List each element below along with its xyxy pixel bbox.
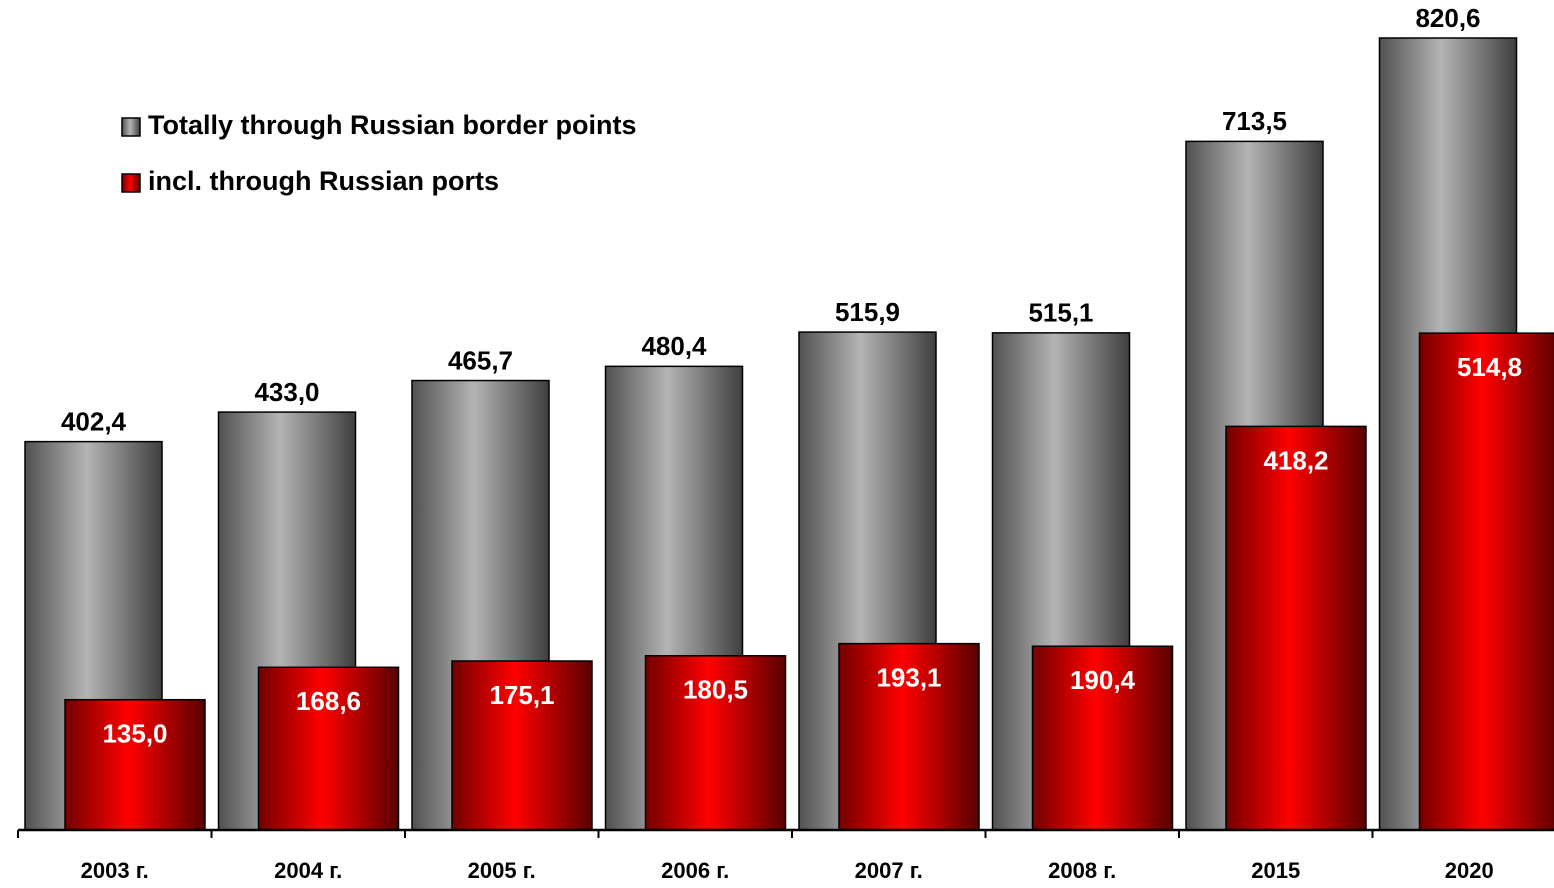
legend-swatch <box>121 173 141 193</box>
value-label: 480,4 <box>641 331 707 361</box>
legend-label: incl. through Russian ports <box>148 166 499 196</box>
value-label: 433,0 <box>254 377 319 407</box>
x-tick-label: 2015 <box>1251 858 1300 883</box>
x-tick-label: 2003 г. <box>81 858 149 883</box>
x-tick-label: 2007 г. <box>855 858 923 883</box>
bar <box>1418 332 1554 831</box>
value-label: 135,0 <box>102 719 167 749</box>
bar <box>64 698 206 831</box>
value-label: 418,2 <box>1263 445 1328 475</box>
value-label: 820,6 <box>1415 3 1480 33</box>
value-label: 168,6 <box>296 686 361 716</box>
value-label: 175,1 <box>489 680 554 710</box>
bar <box>451 660 593 831</box>
bar <box>838 642 980 831</box>
x-tick-label: 2005 г. <box>468 858 536 883</box>
value-label: 402,4 <box>61 406 127 436</box>
value-label: 180,5 <box>683 675 748 705</box>
x-tick-label: 2020 <box>1445 858 1494 883</box>
bar <box>644 655 787 831</box>
bar <box>257 666 400 831</box>
bar <box>1031 645 1174 831</box>
value-label: 193,1 <box>876 663 941 693</box>
value-label: 713,5 <box>1222 106 1287 136</box>
value-label: 465,7 <box>448 345 513 375</box>
value-label: 515,9 <box>835 297 900 327</box>
value-label: 515,1 <box>1028 298 1093 328</box>
value-label: 190,4 <box>1070 665 1136 695</box>
value-label: 514,8 <box>1457 352 1522 382</box>
x-tick-label: 2004 г. <box>274 858 342 883</box>
bar <box>1225 425 1367 831</box>
legend-label: Totally through Russian border points <box>148 110 637 140</box>
x-tick-label: 2008 г. <box>1048 858 1116 883</box>
x-tick-label: 2006 г. <box>661 858 729 883</box>
legend-swatch <box>121 117 141 137</box>
